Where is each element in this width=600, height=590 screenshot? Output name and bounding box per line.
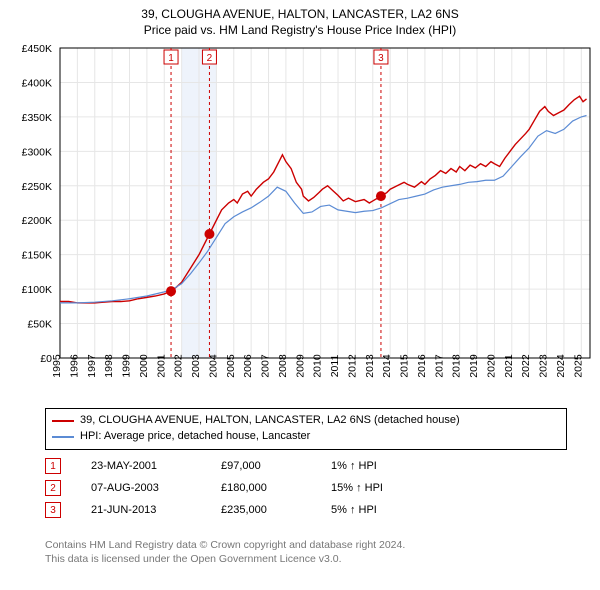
legend-row-property: 39, CLOUGHA AVENUE, HALTON, LANCASTER, L… bbox=[52, 413, 560, 429]
event-price-2: £180,000 bbox=[221, 482, 331, 494]
legend-box: 39, CLOUGHA AVENUE, HALTON, LANCASTER, L… bbox=[45, 408, 567, 450]
event-diff-1: 1% ↑ HPI bbox=[331, 460, 377, 472]
event-price-1: £97,000 bbox=[221, 460, 331, 472]
legend-swatch-hpi bbox=[52, 436, 74, 438]
svg-text:2: 2 bbox=[207, 53, 213, 64]
event-marker-2: 2 bbox=[45, 480, 61, 496]
event-row-3: 3 21-JUN-2013 £235,000 5% ↑ HPI bbox=[45, 502, 553, 518]
legend-label-property: 39, CLOUGHA AVENUE, HALTON, LANCASTER, L… bbox=[80, 413, 460, 429]
svg-text:1: 1 bbox=[168, 53, 174, 64]
legend-label-hpi: HPI: Average price, detached house, Lanc… bbox=[80, 429, 310, 445]
event-row-1: 1 23-MAY-2001 £97,000 1% ↑ HPI bbox=[45, 458, 553, 474]
svg-text:£400K: £400K bbox=[22, 77, 52, 89]
event-diff-3: 5% ↑ HPI bbox=[331, 504, 377, 516]
svg-text:£300K: £300K bbox=[22, 146, 52, 158]
event-row-2: 2 07-AUG-2003 £180,000 15% ↑ HPI bbox=[45, 480, 553, 496]
svg-text:£350K: £350K bbox=[22, 112, 52, 124]
footer-line-1: Contains HM Land Registry data © Crown c… bbox=[45, 538, 553, 552]
chart-svg: £0£50K£100K£150K£200K£250K£300K£350K£400… bbox=[0, 40, 600, 400]
title-line-1: 39, CLOUGHA AVENUE, HALTON, LANCASTER, L… bbox=[0, 6, 600, 22]
svg-text:£450K: £450K bbox=[22, 43, 52, 55]
footer-line-2: This data is licensed under the Open Gov… bbox=[45, 552, 553, 566]
event-date-3: 21-JUN-2013 bbox=[91, 504, 221, 516]
chart-title-block: 39, CLOUGHA AVENUE, HALTON, LANCASTER, L… bbox=[0, 0, 600, 38]
legend-row-hpi: HPI: Average price, detached house, Lanc… bbox=[52, 429, 560, 445]
svg-text:£250K: £250K bbox=[22, 181, 52, 193]
event-price-3: £235,000 bbox=[221, 504, 331, 516]
svg-text:£150K: £150K bbox=[22, 250, 52, 262]
svg-text:£50K: £50K bbox=[27, 319, 52, 331]
event-marker-1: 1 bbox=[45, 458, 61, 474]
event-date-1: 23-MAY-2001 bbox=[91, 460, 221, 472]
event-diff-2: 15% ↑ HPI bbox=[331, 482, 383, 494]
chart-container: £0£50K£100K£150K£200K£250K£300K£350K£400… bbox=[0, 40, 600, 400]
event-date-2: 07-AUG-2003 bbox=[91, 482, 221, 494]
svg-text:£200K: £200K bbox=[22, 215, 52, 227]
svg-text:£100K: £100K bbox=[22, 284, 52, 296]
title-line-2: Price paid vs. HM Land Registry's House … bbox=[0, 22, 600, 38]
footer-attribution: Contains HM Land Registry data © Crown c… bbox=[45, 538, 553, 566]
events-table: 1 23-MAY-2001 £97,000 1% ↑ HPI 2 07-AUG-… bbox=[45, 452, 553, 524]
event-marker-3: 3 bbox=[45, 502, 61, 518]
svg-text:3: 3 bbox=[378, 53, 384, 64]
legend-swatch-property bbox=[52, 420, 74, 422]
